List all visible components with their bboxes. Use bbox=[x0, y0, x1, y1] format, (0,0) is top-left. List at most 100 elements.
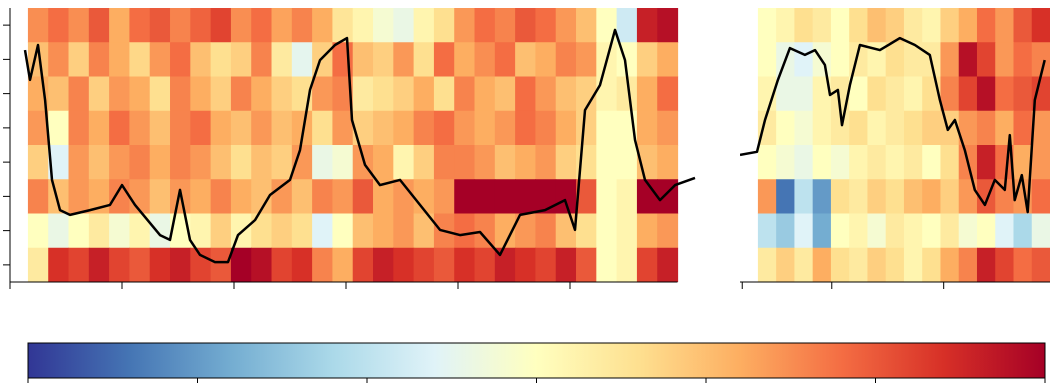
heatmap-cell bbox=[230, 8, 252, 43]
heatmap-cell bbox=[657, 42, 679, 78]
heatmap-cell bbox=[413, 145, 435, 180]
heatmap-cell bbox=[332, 8, 354, 43]
heatmap-cell bbox=[393, 42, 415, 78]
heatmap-cell bbox=[210, 145, 232, 180]
heatmap-cell bbox=[995, 213, 1015, 249]
heatmap-cell bbox=[251, 145, 273, 180]
heatmap-cell bbox=[1013, 145, 1033, 180]
heatmap-cell bbox=[958, 247, 978, 282]
heatmap-cell bbox=[1031, 247, 1050, 282]
heatmap-cell bbox=[922, 110, 942, 146]
heatmap-cell bbox=[776, 8, 796, 43]
heatmap-cell bbox=[555, 145, 577, 180]
heatmap-cell bbox=[535, 42, 557, 78]
heatmap-cell bbox=[657, 110, 679, 146]
heatmap-cell bbox=[210, 247, 232, 282]
heatmap-cell bbox=[474, 110, 496, 146]
heatmap-cell bbox=[849, 213, 869, 249]
heatmap-cell bbox=[271, 179, 293, 215]
heatmap-cell bbox=[757, 110, 777, 146]
heatmap-cell bbox=[251, 247, 273, 282]
heatmap-cell bbox=[903, 42, 923, 78]
heatmap-cell bbox=[210, 8, 232, 43]
heatmap-cell bbox=[170, 110, 191, 146]
heatmap-cell bbox=[976, 213, 996, 249]
heatmap-cell bbox=[27, 8, 49, 43]
heatmap-cell bbox=[88, 145, 110, 180]
heatmap-cell bbox=[535, 110, 557, 146]
heatmap-cell bbox=[867, 145, 887, 180]
heatmap-cell bbox=[958, 8, 978, 43]
line bbox=[740, 36, 1046, 214]
heatmap-cell bbox=[454, 179, 476, 215]
heatmap-cell bbox=[576, 247, 597, 282]
heatmap-cell bbox=[291, 179, 313, 215]
heatmap-cell bbox=[190, 179, 212, 215]
heatmap-cell bbox=[636, 76, 658, 112]
heatmap-cell bbox=[109, 213, 131, 249]
heatmap-cell bbox=[230, 110, 252, 146]
heatmap-cell bbox=[616, 145, 638, 180]
heatmap-cell bbox=[757, 42, 777, 78]
heatmap-cell bbox=[474, 42, 496, 78]
heatmap-cell bbox=[332, 247, 354, 282]
heatmap-cell bbox=[129, 213, 151, 249]
heatmap-cell bbox=[1013, 42, 1033, 78]
heatmap-cell bbox=[830, 42, 850, 78]
heatmap-cell bbox=[48, 110, 70, 146]
heatmap-cell bbox=[474, 76, 496, 112]
heatmap-cell bbox=[1031, 8, 1050, 43]
heatmap-cell bbox=[109, 8, 131, 43]
heatmap-cell bbox=[190, 76, 212, 112]
heatmap-cell bbox=[535, 213, 557, 249]
heatmap-cell bbox=[940, 145, 960, 180]
heatmap-cell bbox=[413, 8, 435, 43]
heatmap-cell bbox=[555, 110, 577, 146]
heatmap-cell bbox=[373, 145, 394, 180]
heatmap-cell bbox=[129, 42, 151, 78]
heatmap-cell bbox=[413, 247, 435, 282]
plot-area bbox=[740, 8, 1050, 282]
heatmap-cell bbox=[776, 110, 796, 146]
heatmap-cell bbox=[27, 110, 49, 146]
heatmap-cell bbox=[68, 42, 90, 78]
heatmap-cell bbox=[454, 8, 476, 43]
heatmap-cell bbox=[849, 247, 869, 282]
heatmap-cell bbox=[940, 247, 960, 282]
heatmap-cell bbox=[109, 76, 131, 112]
heatmap-cell bbox=[68, 8, 90, 43]
heatmap-cell bbox=[515, 247, 537, 282]
heatmap-cell bbox=[976, 42, 996, 78]
heatmap-cell bbox=[616, 213, 638, 249]
heatmap-cell bbox=[230, 179, 252, 215]
heatmap-cell bbox=[27, 213, 49, 249]
heatmap-cell bbox=[830, 179, 850, 215]
heatmap-cell bbox=[849, 145, 869, 180]
heatmap-cell bbox=[1013, 8, 1033, 43]
heatmap-cell bbox=[352, 179, 374, 215]
heatmap-cell bbox=[393, 247, 415, 282]
heatmap-cell bbox=[515, 42, 537, 78]
heatmap-cell bbox=[636, 110, 658, 146]
heatmap-cell bbox=[794, 213, 814, 249]
heatmap-cell bbox=[576, 179, 597, 215]
heatmap-cell bbox=[555, 213, 577, 249]
heatmap-cell bbox=[88, 8, 110, 43]
heatmap-cell bbox=[867, 213, 887, 249]
heatmap-cell bbox=[555, 8, 577, 43]
heatmap-cell bbox=[271, 8, 293, 43]
heatmap-cell bbox=[867, 179, 887, 215]
heatmap-cell bbox=[373, 213, 394, 249]
heatmap-cell bbox=[332, 213, 354, 249]
heatmap-cell bbox=[210, 42, 232, 78]
heatmap-cell bbox=[373, 247, 394, 282]
heatmap-cell bbox=[885, 145, 905, 180]
heatmap-cell bbox=[129, 247, 151, 282]
heatmap-cell bbox=[776, 247, 796, 282]
heatmap-cell bbox=[812, 247, 832, 282]
heatmap-cell bbox=[291, 145, 313, 180]
heatmap-cell bbox=[812, 213, 832, 249]
heatmap-cell bbox=[352, 247, 374, 282]
heatmap-cell bbox=[230, 42, 252, 78]
